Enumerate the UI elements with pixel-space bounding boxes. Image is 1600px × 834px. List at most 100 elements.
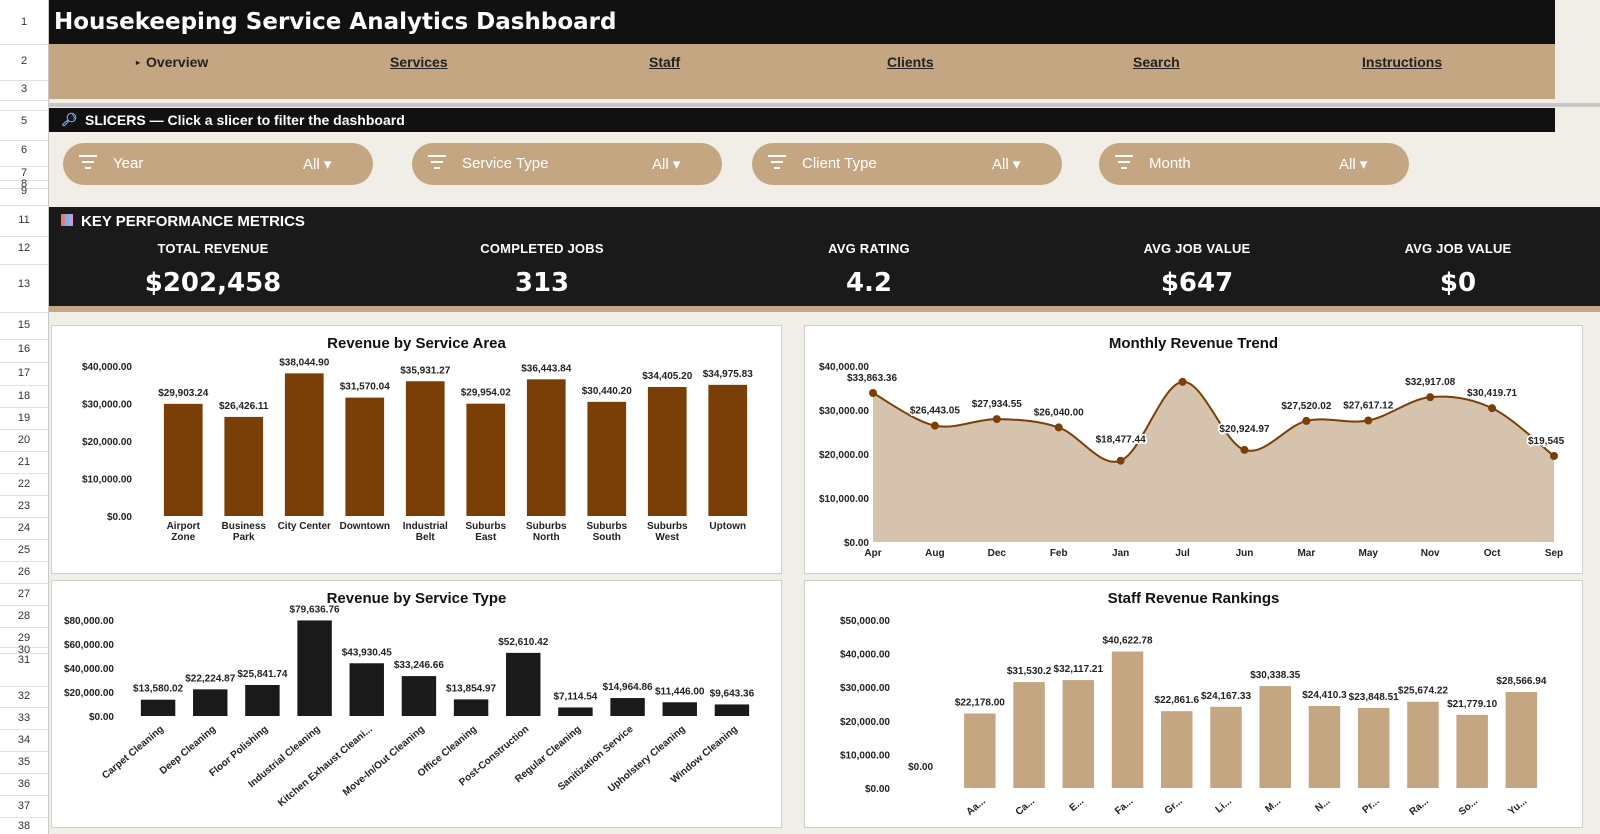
row-number[interactable]: 30 <box>17 644 31 656</box>
row-number[interactable]: 32 <box>17 690 31 702</box>
row-number[interactable]: 18 <box>17 390 31 402</box>
data-label: $26,443.05 <box>910 406 960 417</box>
row-number[interactable]: 23 <box>17 500 31 512</box>
frozen-row-divider <box>49 103 1600 107</box>
row-divider <box>0 539 48 540</box>
row-number[interactable]: 13 <box>17 278 31 290</box>
y-tick-label: $10,000.00 <box>840 750 890 761</box>
row-divider <box>0 80 48 81</box>
nav-search[interactable]: Search <box>1133 54 1180 70</box>
slicer-month[interactable]: Month All ▾ <box>1099 143 1409 185</box>
row-number[interactable]: 24 <box>17 522 31 534</box>
x-tick-label: Suburbs North <box>526 521 567 543</box>
data-label: $18,477.44 <box>1096 435 1146 446</box>
row-number[interactable]: 28 <box>17 610 31 622</box>
kpi-value: 4.2 <box>845 268 893 298</box>
x-tick-label: Jun <box>1236 548 1254 559</box>
kpi-panel: KEY PERFORMANCE METRICS TOTAL REVENUE $20… <box>49 207 1600 312</box>
nav-bar: ▸ Overview Services Staff Clients Search … <box>49 44 1555 99</box>
kpi-label: COMPLETED JOBS <box>480 241 604 256</box>
data-label: $13,854.97 <box>446 683 496 694</box>
x-tick-label: Yu... <box>1506 796 1529 818</box>
bar <box>1308 705 1341 788</box>
bar <box>610 698 645 716</box>
row-divider <box>0 264 48 265</box>
row-number[interactable]: 12 <box>17 242 31 254</box>
row-number[interactable]: 15 <box>17 319 31 331</box>
y-tick-label: $40,000.00 <box>819 362 869 373</box>
kpi-label: AVG RATING <box>828 241 910 256</box>
row-number[interactable]: 9 <box>20 185 28 197</box>
data-label: $34,975.83 <box>703 369 753 380</box>
y-tick-label: $10,000.00 <box>819 494 869 505</box>
slicer-service-type[interactable]: Service Type All ▾ <box>412 143 722 185</box>
x-tick-label: Jan <box>1112 548 1129 559</box>
slicer-service-type-value: All ▾ <box>652 156 681 173</box>
row-number[interactable]: 17 <box>17 367 31 379</box>
data-label: $23,848.51 <box>1349 692 1399 703</box>
row-number[interactable]: 31 <box>17 654 31 666</box>
row-divider <box>0 795 48 796</box>
magnifier-icon: 🔎︎ <box>61 112 78 127</box>
x-tick-label: E... <box>1068 796 1087 814</box>
nav-overview[interactable]: ▸ Overview <box>136 54 208 70</box>
data-label: $7,114.54 <box>553 691 597 702</box>
row-number[interactable]: 26 <box>17 566 31 578</box>
row-number[interactable]: 33 <box>17 712 31 724</box>
nav-clients[interactable]: Clients <box>887 54 934 70</box>
nav-instructions[interactable]: Instructions <box>1362 54 1443 70</box>
row-number[interactable]: 21 <box>17 456 31 468</box>
data-label: $43,930.45 <box>342 647 392 658</box>
nav-staff[interactable]: Staff <box>649 54 681 70</box>
row-number[interactable]: 20 <box>17 434 31 446</box>
row-number[interactable]: 35 <box>17 756 31 768</box>
bar <box>163 403 203 516</box>
row-divider <box>0 751 48 752</box>
row-number[interactable]: 5 <box>20 115 28 127</box>
data-label: $32,917.08 <box>1405 377 1455 388</box>
row-number[interactable]: 11 <box>18 214 30 226</box>
row-number[interactable]: 38 <box>17 820 31 832</box>
row-divider <box>0 100 48 101</box>
row-number[interactable]: 29 <box>17 632 31 644</box>
row-divider <box>0 110 48 111</box>
y-tick-label: $20,000.00 <box>819 450 869 461</box>
row-number[interactable]: 2 <box>20 55 28 67</box>
row-number[interactable]: 16 <box>17 343 31 355</box>
row-number[interactable]: 27 <box>17 588 31 600</box>
row-number[interactable]: 37 <box>17 800 31 812</box>
chart-monthly-trend: Monthly Revenue Trend $0.00 $10,000.00 $20… <box>804 325 1583 574</box>
y-tick-label: $30,000.00 <box>819 406 869 417</box>
row-number[interactable]: 25 <box>17 544 31 556</box>
slicer-year[interactable]: Year All ▾ <box>63 143 373 185</box>
row-number[interactable]: 19 <box>17 412 31 424</box>
y-tick-label: $20,000.00 <box>840 717 890 728</box>
slicer-month-label: Month <box>1149 155 1191 172</box>
data-label: $36,443.84 <box>521 363 571 374</box>
row-number[interactable]: 22 <box>17 478 31 490</box>
row-divider <box>0 627 48 628</box>
row-number[interactable]: 7 <box>20 167 28 179</box>
bar <box>1505 692 1538 788</box>
kpi-avg-rating: AVG RATING 4.2 <box>759 241 979 298</box>
nav-services[interactable]: Services <box>390 54 448 70</box>
row-number[interactable]: 8 <box>20 178 28 190</box>
row-number[interactable]: 6 <box>20 144 28 156</box>
x-tick-label: Industrial Belt <box>403 521 448 543</box>
kpi-label: TOTAL REVENUE <box>157 241 269 256</box>
slicer-client-type[interactable]: Client Type All ▾ <box>752 143 1062 185</box>
bar <box>526 379 566 516</box>
x-tick-label: Carpet Cleaning <box>100 724 166 782</box>
data-label: $34,405.20 <box>642 371 692 382</box>
x-tick-label: Suburbs West <box>647 521 688 543</box>
x-tick-label: Downtown <box>339 521 390 532</box>
row-number[interactable]: 1 <box>20 16 28 28</box>
bar <box>662 702 697 716</box>
bar <box>1259 686 1291 788</box>
row-divider <box>0 362 48 363</box>
row-divider <box>0 407 48 408</box>
row-number[interactable]: 36 <box>17 778 31 790</box>
data-label: $29,903.24 <box>158 388 208 399</box>
row-number[interactable]: 34 <box>17 734 31 746</box>
row-number[interactable]: 3 <box>20 83 28 95</box>
